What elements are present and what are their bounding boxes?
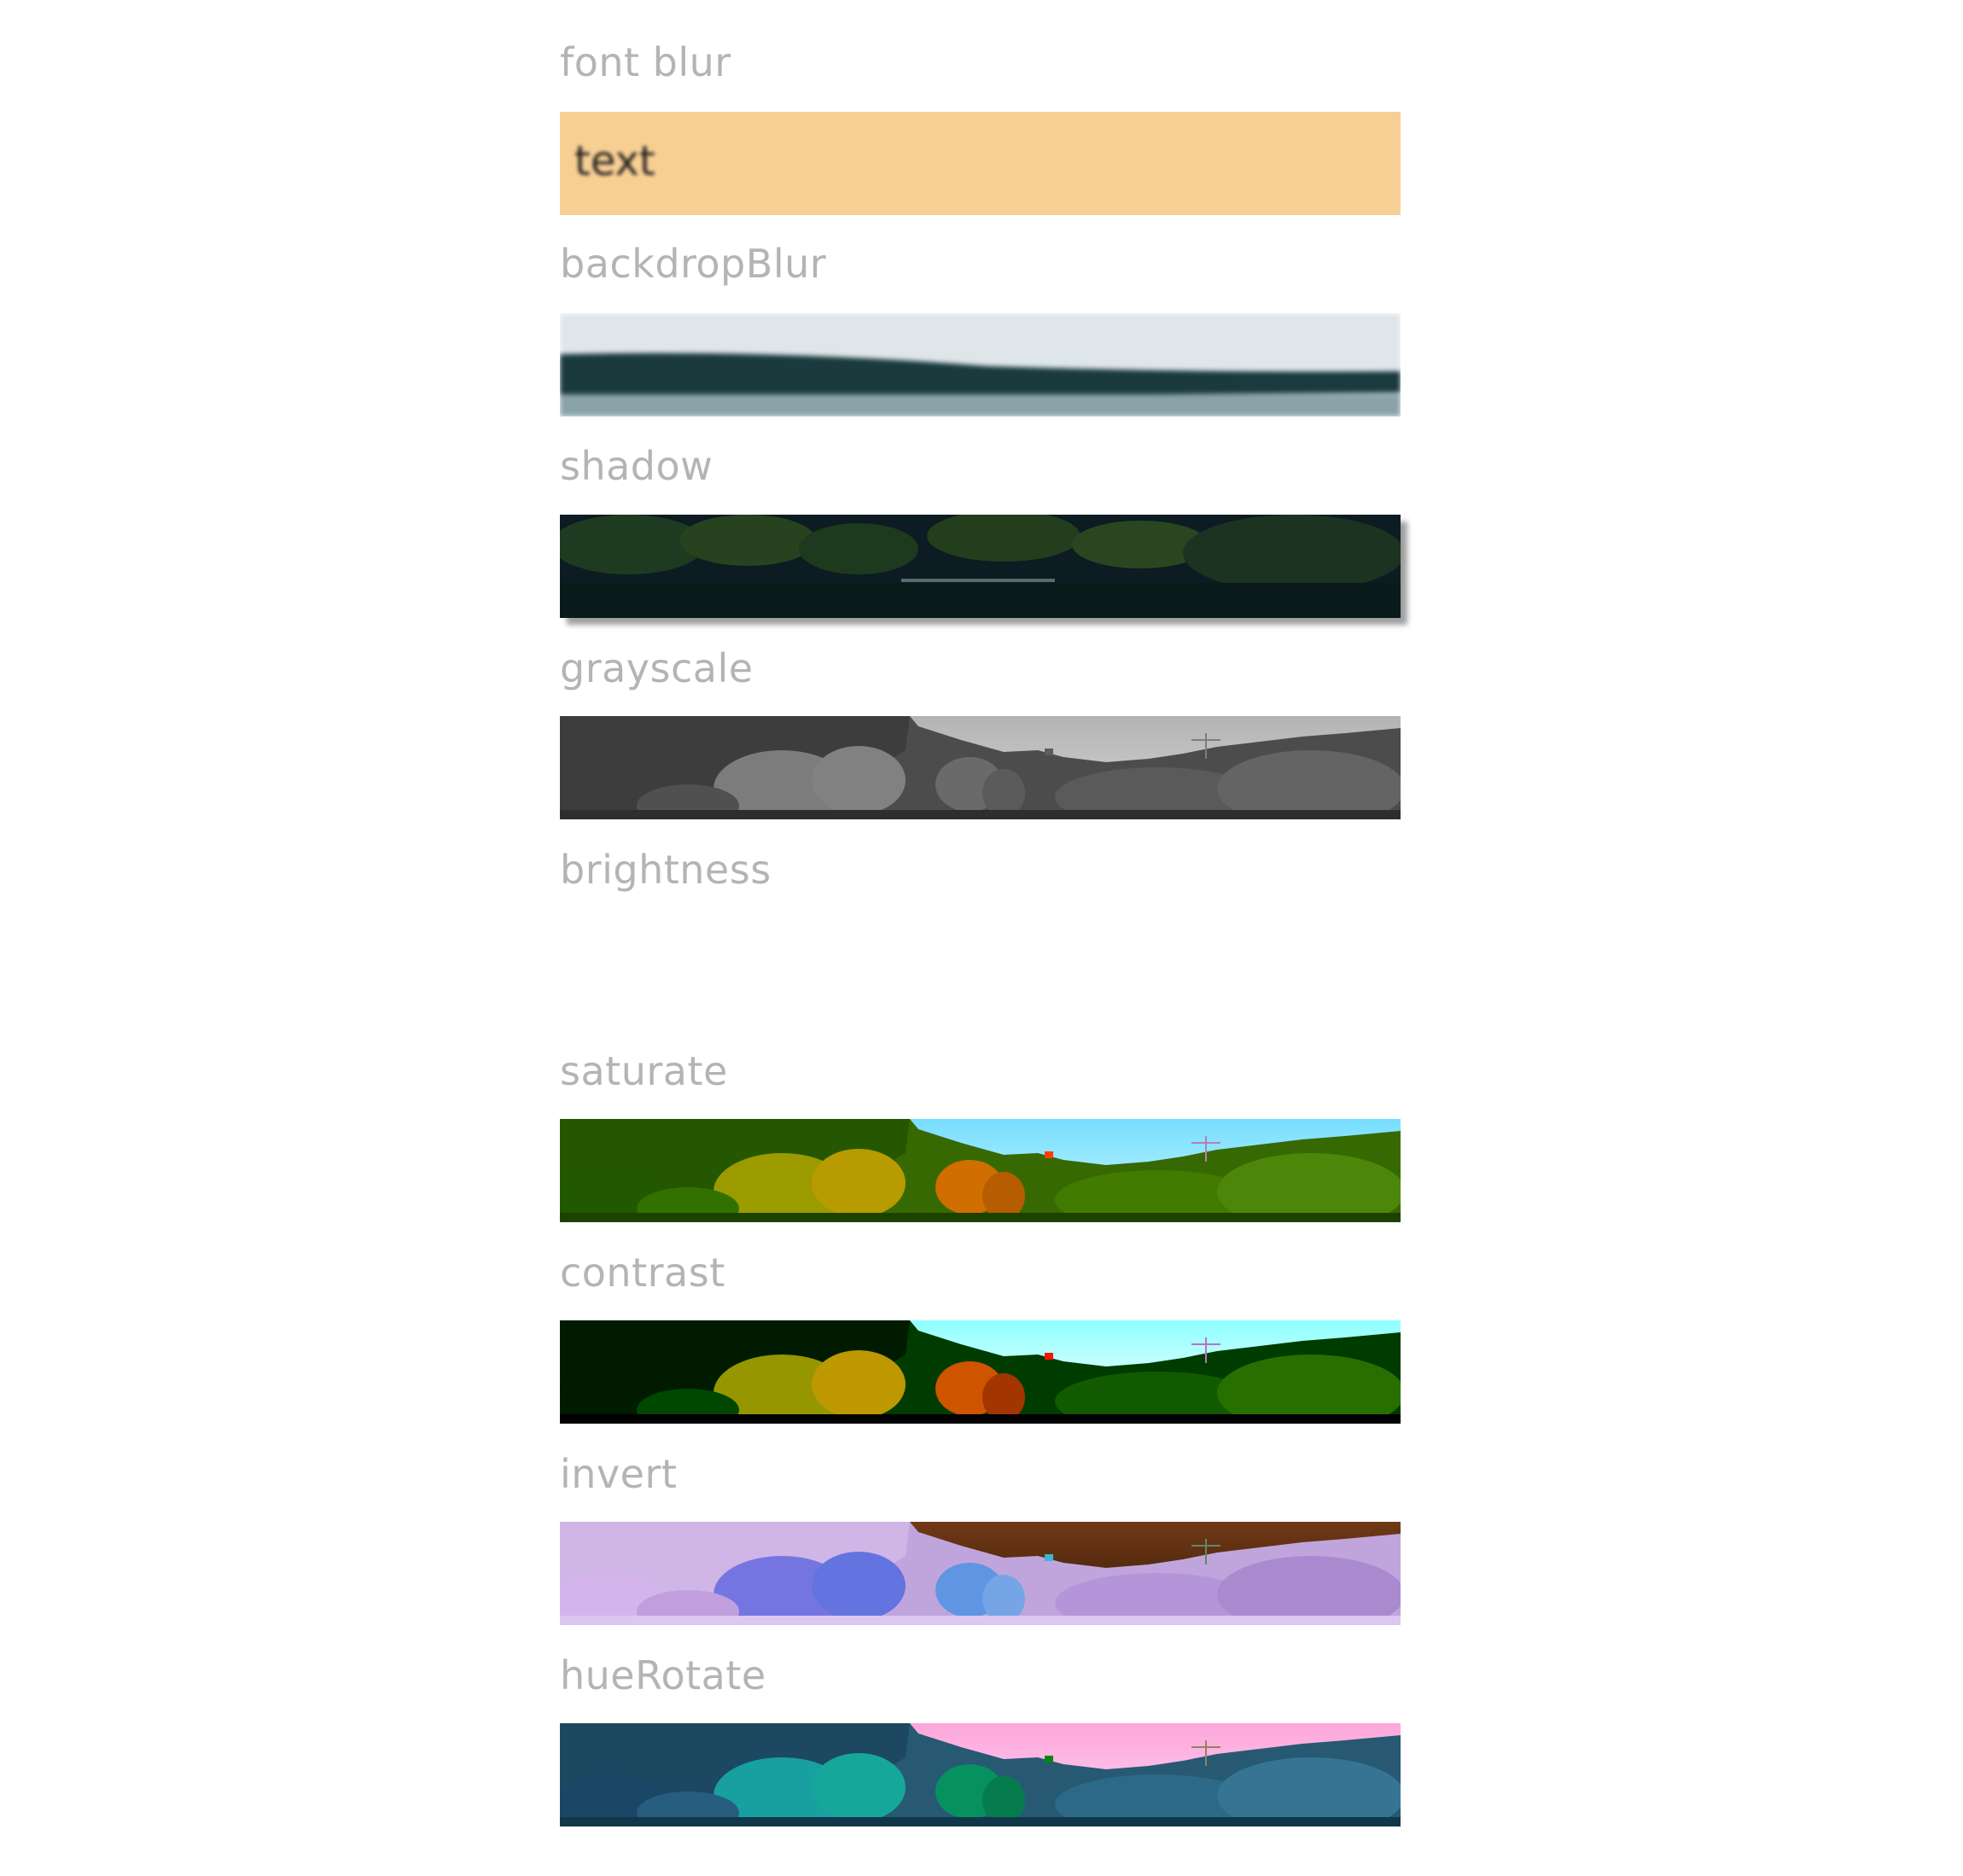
backdrop-blur-label: backdropBlur (560, 241, 827, 287)
shadow-label: shadow (560, 443, 714, 489)
hue-rotate-label: hueRotate (560, 1652, 766, 1698)
shadow-image (560, 515, 1401, 618)
invert-image (560, 1522, 1401, 1625)
backdrop-blur-image (560, 313, 1401, 417)
saturate-label: saturate (560, 1048, 728, 1094)
saturate-image (560, 1119, 1401, 1222)
font-blur-label: font blur (560, 39, 731, 85)
invert-label: invert (560, 1451, 678, 1497)
blurred-text: text (574, 137, 655, 185)
hue-rotate-image (560, 1723, 1401, 1826)
grayscale-label: grayscale (560, 645, 754, 691)
brightness-label: brightness (560, 847, 772, 893)
contrast-image (560, 1320, 1401, 1424)
grayscale-image (560, 716, 1401, 819)
contrast-label: contrast (560, 1250, 725, 1296)
font-blur-box: text (560, 112, 1401, 215)
